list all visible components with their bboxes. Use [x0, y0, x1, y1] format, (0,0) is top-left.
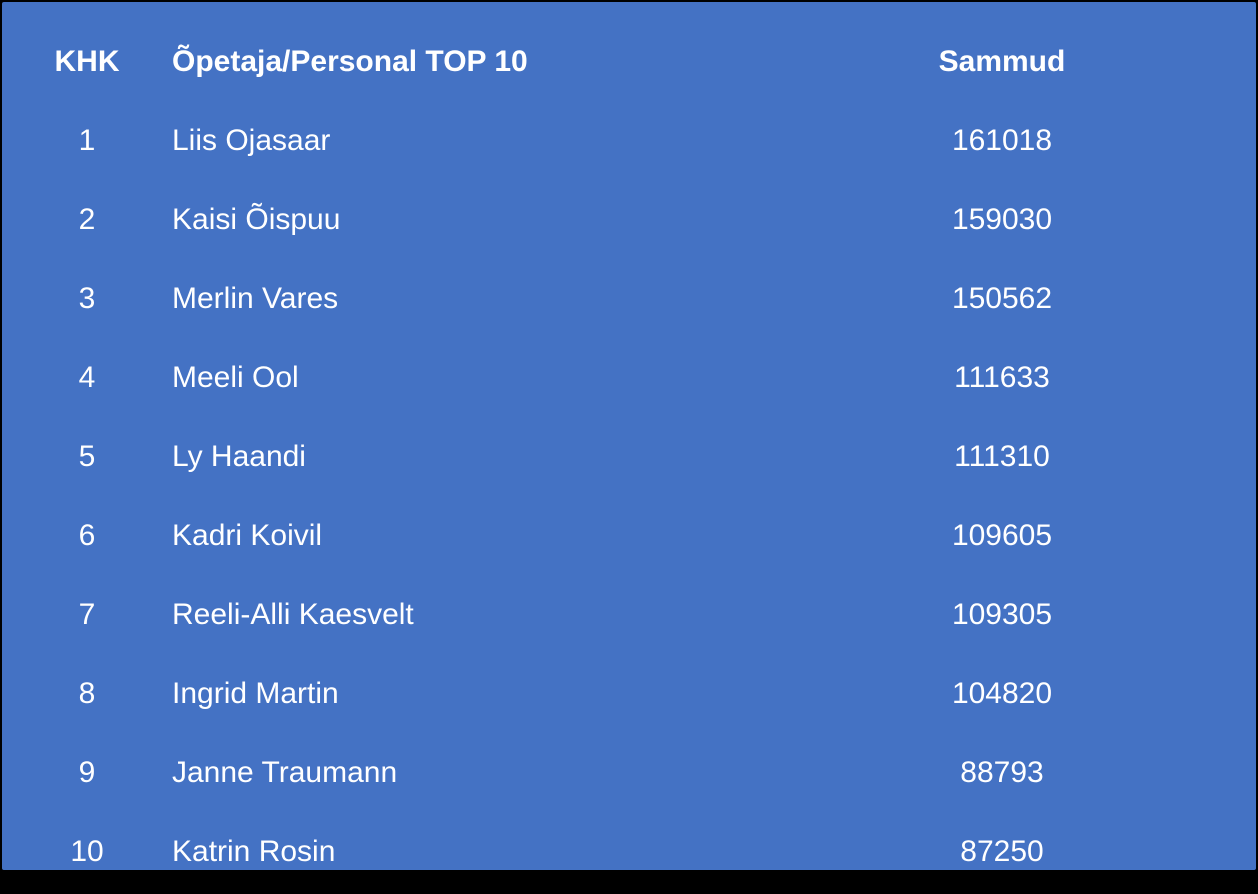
name-cell: Liis Ojasaar [172, 123, 331, 157]
name-cell: Reeli-Alli Kaesvelt [172, 597, 414, 631]
slide-table-area: KHK Õpetaja/Personal TOP 10 Sammud 1 Liis… [2, 2, 1256, 870]
rank-cell: 3 [78, 281, 96, 315]
table-row: 10 Katrin Rosin 87250 [2, 812, 1256, 870]
bottom-letterbox-band [0, 870, 1258, 894]
steps-cell: 109605 [951, 518, 1053, 552]
header-name: Õpetaja/Personal TOP 10 [172, 44, 528, 78]
rank-cell: 10 [70, 834, 104, 868]
steps-cell: 87250 [960, 834, 1044, 868]
table-row: 2 Kaisi Õispuu 159030 [2, 180, 1256, 259]
rank-cell: 6 [78, 518, 96, 552]
table-row: 8 Ingrid Martin 104820 [2, 654, 1256, 733]
header-rank: KHK [54, 44, 120, 78]
steps-cell: 88793 [960, 755, 1044, 789]
name-cell: Kaisi Õispuu [172, 202, 341, 236]
steps-cell: 150562 [951, 281, 1053, 315]
header-steps: Sammud [938, 44, 1066, 78]
table-row: 5 Ly Haandi 111310 [2, 417, 1256, 496]
steps-cell: 159030 [951, 202, 1053, 236]
rank-cell: 2 [78, 202, 96, 236]
name-cell: Kadri Koivil [172, 518, 323, 552]
steps-cell: 161018 [951, 123, 1053, 157]
rank-cell: 4 [78, 360, 96, 394]
table-rows: 1 Liis Ojasaar 161018 2 Kaisi Õispuu 159030 3 M… [2, 101, 1256, 870]
name-cell: Katrin Rosin [172, 834, 336, 868]
rank-cell: 7 [78, 597, 96, 631]
steps-cell: 104820 [951, 676, 1053, 710]
table-row: 6 Kadri Koivil 109605 [2, 496, 1256, 575]
steps-cell: 111633 [954, 360, 1050, 394]
steps-cell: 109305 [951, 597, 1053, 631]
table-row: 9 Janne Traumann 88793 [2, 733, 1256, 812]
table-row: 4 Meeli Ool 111633 [2, 338, 1256, 417]
table-row: 7 Reeli-Alli Kaesvelt 109305 [2, 575, 1256, 654]
name-cell: Janne Traumann [172, 755, 398, 789]
leaderboard-table: KHK Õpetaja/Personal TOP 10 Sammud 1 Liis… [2, 2, 1256, 870]
steps-cell: 111310 [954, 439, 1050, 473]
rank-cell: 5 [78, 439, 96, 473]
table-row: 1 Liis Ojasaar 161018 [2, 101, 1256, 180]
table-header-row: KHK Õpetaja/Personal TOP 10 Sammud [2, 22, 1256, 101]
name-cell: Merlin Vares [172, 281, 339, 315]
rank-cell: 8 [78, 676, 96, 710]
name-cell: Ly Haandi [172, 439, 306, 473]
table-row: 3 Merlin Vares 150562 [2, 259, 1256, 338]
name-cell: Ingrid Martin [172, 676, 339, 710]
name-cell: Meeli Ool [172, 360, 299, 394]
rank-cell: 9 [78, 755, 96, 789]
rank-cell: 1 [78, 123, 96, 157]
